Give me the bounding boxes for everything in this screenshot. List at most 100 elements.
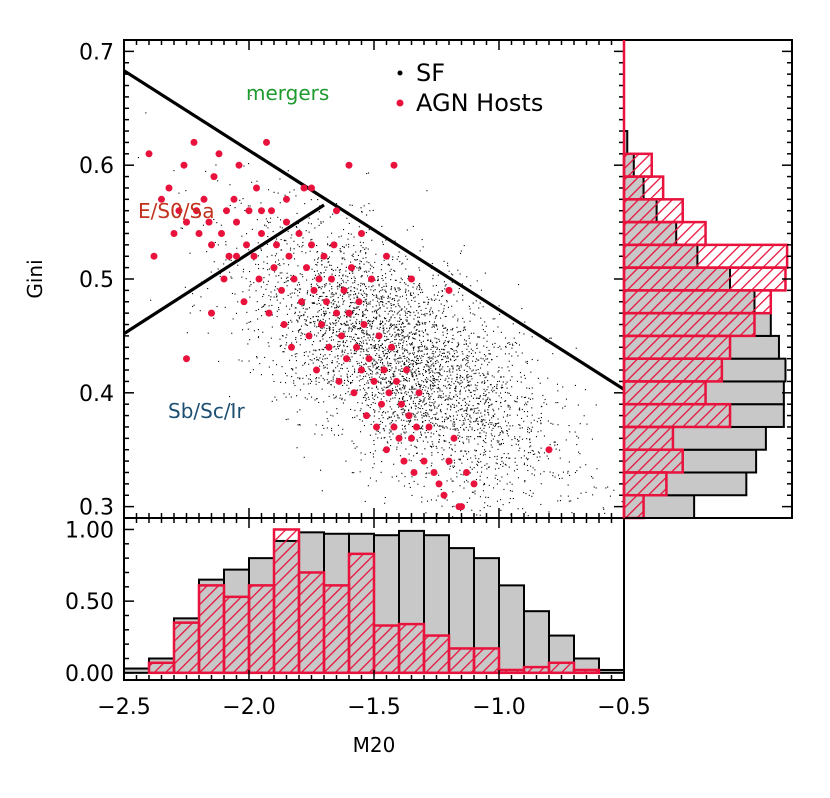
sf-point [287,327,289,329]
sf-point [505,345,507,347]
sf-point [368,347,370,349]
sf-point [495,462,497,464]
sf-point [469,466,471,468]
sf-point [462,420,464,422]
sf-point [469,423,471,425]
sf-point [351,302,353,304]
sf-point [358,321,360,323]
sf-point [511,376,513,378]
sf-point [487,398,489,400]
sf-point [369,320,371,322]
sf-point [499,480,501,482]
sf-point [433,345,435,347]
sf-point [356,328,358,330]
sf-point [460,510,462,512]
sf-point [316,293,318,295]
sf-point [412,392,414,394]
sf-point [398,400,400,402]
sf-point [379,374,381,376]
sf-point [432,383,434,385]
sf-point [360,348,362,350]
sf-point [433,365,435,367]
sf-point [350,349,352,351]
sf-point [262,268,264,270]
sf-point [311,238,313,240]
sf-point [397,351,399,353]
sf-point [419,387,421,389]
sf-point [457,355,459,357]
sf-point [339,305,341,307]
sf-point [402,355,404,357]
sf-point [352,328,354,330]
sf-point [447,399,449,401]
sf-point [406,335,408,337]
sf-point [394,411,396,413]
sf-point [357,402,359,404]
sf-point [229,271,231,273]
sf-point [283,393,285,395]
sf-point [492,438,494,440]
sf-point [363,333,365,335]
sf-point [591,618,592,619]
sf-point [322,338,324,340]
sf-point [276,364,278,366]
sf-point [348,222,350,224]
sf-point [352,311,354,313]
sf-point [297,321,299,323]
sf-point [230,276,232,278]
sf-point [452,516,454,518]
sf-point [401,331,403,333]
sf-point [511,355,513,357]
sf-point [117,197,118,198]
sf-point [329,354,331,356]
sf-point [387,365,389,367]
sf-point [578,531,579,532]
sf-point [475,397,477,399]
agn-point [270,264,278,272]
sf-point [385,283,387,285]
agn-point [245,207,253,215]
sf-point [486,334,488,336]
sf-point [424,389,426,391]
sf-point [456,356,458,358]
sf-point [508,392,510,394]
sf-point [435,379,437,381]
sf-point [460,334,462,336]
sf-point [496,401,498,403]
sf-point [469,380,471,382]
sf-point [268,268,270,270]
sf-point [350,316,352,318]
sf-point [379,308,381,310]
sf-point [332,270,334,272]
sf-point [279,178,281,180]
sf-point [371,339,373,341]
sf-point [395,338,397,340]
sf-point [276,310,278,312]
sf-point [405,405,407,407]
sf-point [446,387,448,389]
sf-point [497,441,499,443]
sf-point [264,224,266,226]
sf-point [391,274,393,276]
sf-point [392,373,394,375]
sf-point [396,295,398,297]
sf-point [422,415,424,417]
sf-point [555,402,557,404]
sf-point [430,298,432,300]
sf-point [249,339,251,341]
sf-point [407,391,409,393]
sf-point [432,350,434,352]
sf-point [584,389,586,391]
sf-point [285,240,287,242]
agn-point [183,355,190,363]
sf-point [480,436,482,438]
sf-point [410,360,412,362]
sf-point [428,393,430,395]
sf-point [459,469,461,471]
sf-point [351,356,353,358]
sf-point [447,355,449,357]
sf-point [468,305,470,307]
sf-point [322,292,324,294]
sf-point [477,420,479,422]
sf-point [479,396,481,398]
